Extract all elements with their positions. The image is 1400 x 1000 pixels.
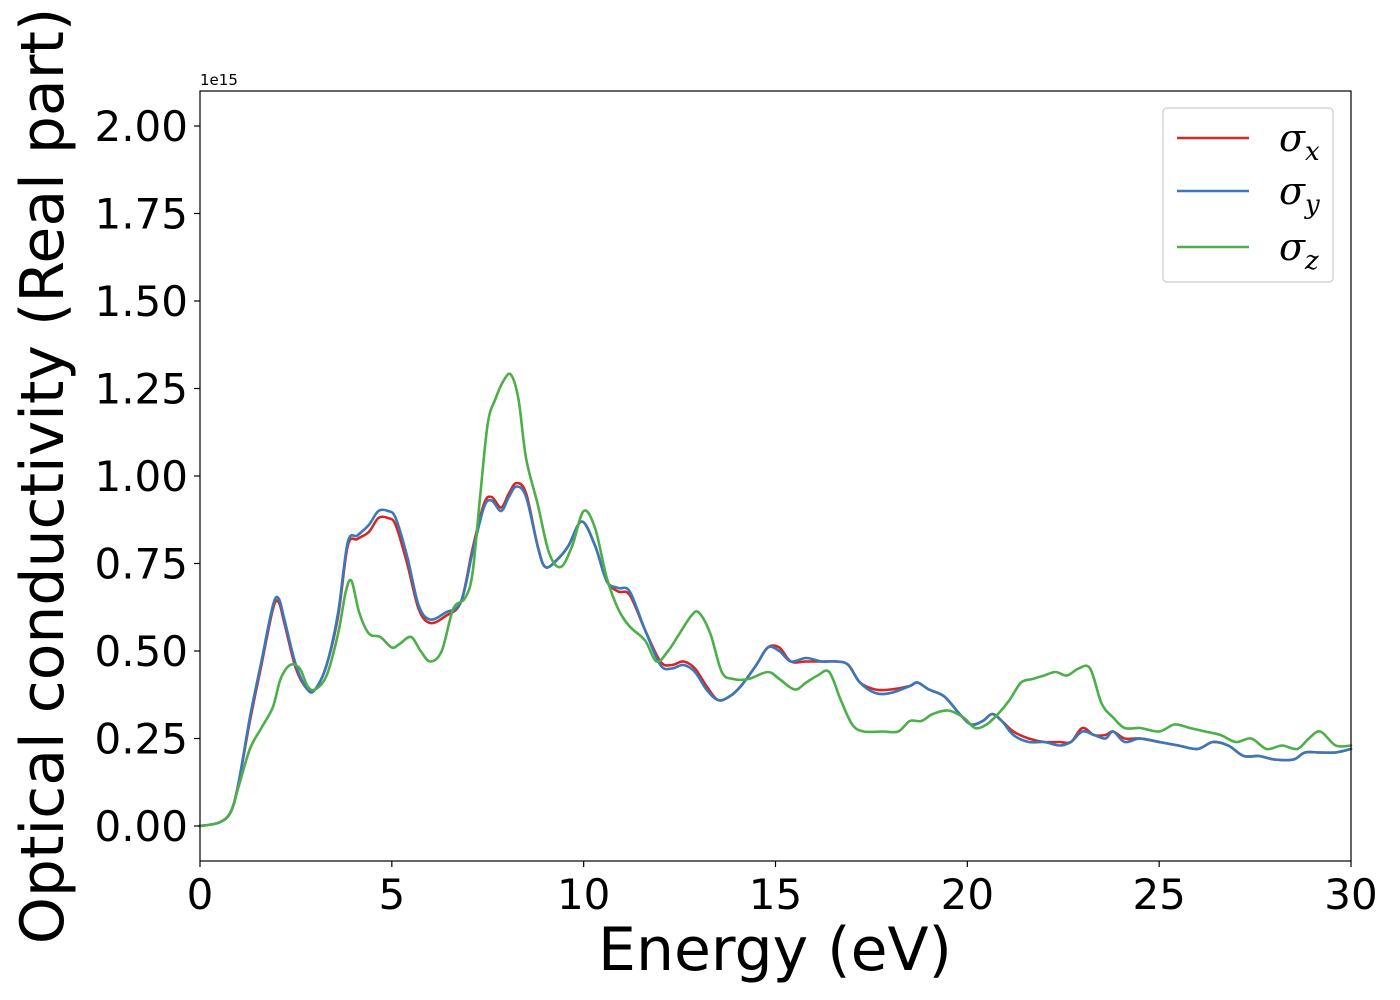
y-tick-label: 1.75 bbox=[94, 190, 188, 239]
x-tick-label: 10 bbox=[557, 870, 610, 919]
y-tick-label: 1.00 bbox=[94, 452, 188, 501]
x-tick-label: 0 bbox=[187, 870, 214, 919]
x-tick-label: 30 bbox=[1324, 870, 1377, 919]
series-line-z bbox=[198, 372, 1353, 828]
x-tick-label: 20 bbox=[941, 870, 994, 919]
x-tick-label: 15 bbox=[749, 870, 802, 919]
series-line-y bbox=[198, 485, 1353, 828]
y-tick-label: 0.50 bbox=[94, 627, 188, 676]
x-axis-ticks: 0 5 10 15 20 25 30 bbox=[187, 861, 1378, 919]
y-axis-ticks: 0.00 0.25 0.50 0.75 1.00 1.25 1.50 1.75 2.00 bbox=[94, 102, 200, 851]
x-tick-label: 25 bbox=[1132, 870, 1185, 919]
legend-label-y: σy bbox=[1279, 169, 1320, 220]
y-tick-label: 0.75 bbox=[94, 540, 188, 589]
y-tick-label: 0.25 bbox=[94, 715, 188, 764]
y-tick-label: 1.50 bbox=[94, 277, 188, 326]
y-axis-title: Optical conductivity (Real part) bbox=[8, 8, 78, 945]
x-axis-title: Energy (eV) bbox=[598, 915, 952, 985]
series-layer bbox=[198, 372, 1353, 828]
x-tick-label: 5 bbox=[378, 870, 405, 919]
legend-label-z: σz bbox=[1279, 225, 1319, 276]
y-tick-label: 1.25 bbox=[94, 365, 188, 414]
legend-label-x: σx bbox=[1279, 116, 1320, 167]
y-tick-label: 2.00 bbox=[94, 102, 188, 151]
y-tick-label: 0.00 bbox=[94, 802, 188, 851]
y-offset-label: 1e15 bbox=[200, 71, 238, 89]
legend-box bbox=[1162, 107, 1334, 283]
